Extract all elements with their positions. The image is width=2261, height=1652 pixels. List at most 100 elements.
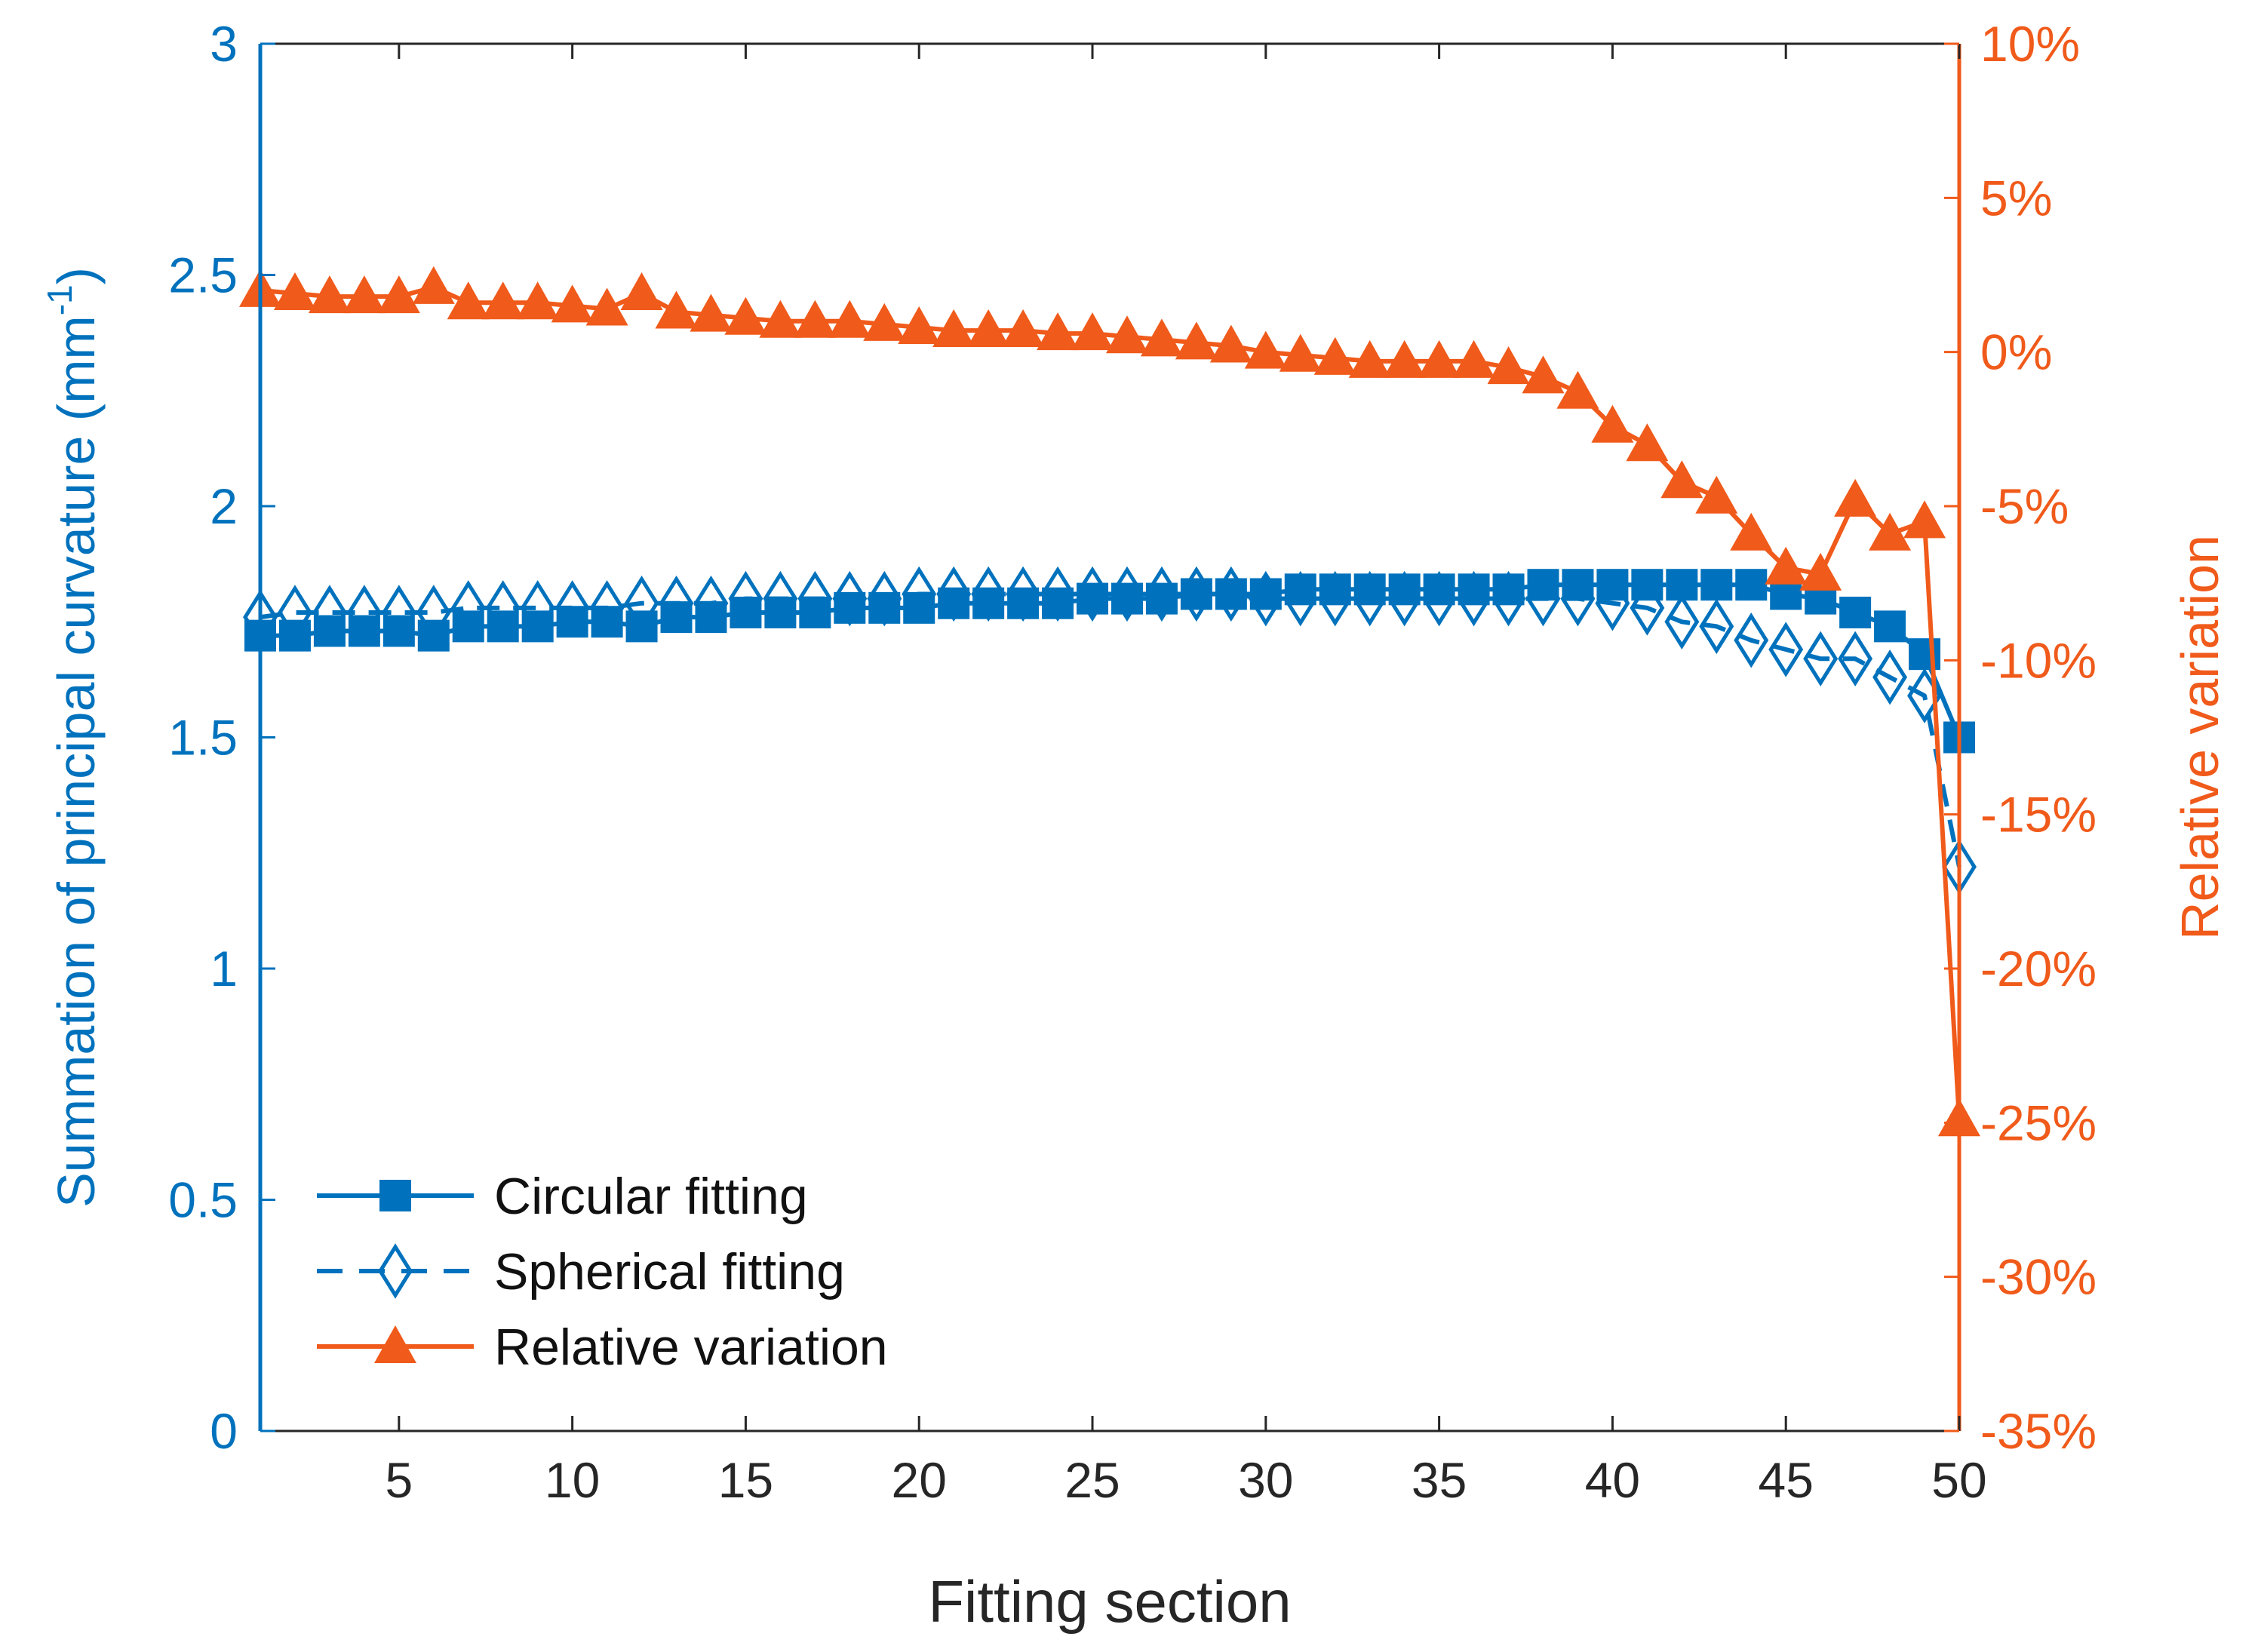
axes: 5 10 15 20 25 30 35 40 45 50 00.511.522.53 -35%-3… [168,16,2097,1508]
data-point [1735,569,1768,601]
data-point [1664,594,1700,649]
data-point [1418,339,1461,378]
data-point [416,585,451,640]
data-point [520,580,555,636]
y-left-tick-label: 0.5 [168,1172,238,1228]
legend: Circular fitting Spherical fitting Relativ… [317,1168,888,1376]
y-left-axis-label-main: Summation of principal curvature (mm [47,315,106,1208]
data-point [690,293,733,332]
data-point [1279,333,1322,372]
data-point [1313,336,1356,375]
plot-series [239,266,1980,1137]
data-point [1178,566,1214,622]
data-point [1352,570,1387,627]
y-right-tick-label: 5% [1980,170,2052,226]
data-point [585,287,628,326]
data-point [1110,566,1144,622]
data-point [273,272,316,311]
data-point [1071,312,1114,351]
y-left-ticks: 0 0.5 1 1.5 2 2.5 3 [168,16,275,1459]
y-left-axis-label: Summation of principal curvature (mm-1) [40,267,106,1208]
data-point [551,284,594,323]
data-point [1626,423,1669,462]
y-right-tick-label: -30% [1980,1249,2097,1305]
series-circular-fitting [244,569,1975,754]
x-ticks: 5 10 15 20 25 30 35 40 45 50 [385,44,1987,1508]
data-point [867,570,902,627]
data-point [485,580,521,636]
data-point [828,299,871,338]
data-point [1803,631,1839,687]
data-point [1317,570,1353,627]
data-point [971,566,1006,622]
x-tick-label: 20 [892,1452,947,1508]
x-tick-label: 25 [1064,1452,1120,1508]
data-point [1248,570,1283,627]
data-point [1660,460,1703,499]
data-point [624,576,659,631]
legend-label: Relative variation [494,1319,888,1376]
y-right-axis-label: Relative variation [2170,535,2229,940]
data-point [936,566,972,622]
data-point [447,281,490,320]
y-left-tick-label: 1.5 [168,710,238,766]
data-point [278,585,312,640]
data-point [516,281,559,320]
y-left-tick-label: 2.5 [168,247,238,303]
x-axis-label: Fitting section [928,1568,1291,1635]
data-point [554,580,590,636]
y-left-tick-label: 2 [210,478,238,534]
x-tick-label: 35 [1412,1452,1467,1508]
x-tick-label: 40 [1585,1452,1640,1508]
data-point [1522,355,1565,394]
y-left-tick-label: 1 [210,941,238,996]
data-point [1040,566,1076,622]
data-point [832,570,868,627]
y-right-tick-label: -10% [1980,632,2097,688]
data-point [346,585,382,640]
data-point [1348,339,1391,378]
data-point [1491,570,1526,627]
data-point [1869,512,1912,551]
data-point [724,296,767,335]
data-point [1421,570,1457,627]
data-point [1768,622,1804,677]
data-point [1834,478,1877,517]
legend-marker [374,1325,416,1363]
data-point [620,272,663,311]
x-tick-label: 50 [1931,1452,1986,1508]
data-point [1560,570,1596,627]
data-point [794,299,837,338]
x-tick-label: 30 [1238,1452,1293,1508]
data-point [863,302,906,341]
data-point [1175,321,1218,360]
y-left-axis-label-close: ) [47,267,106,284]
y-right-tick-label: -15% [1980,787,2097,843]
data-point [1838,631,1873,687]
data-point [1456,570,1491,627]
data-point [655,290,698,329]
data-point [1002,309,1045,348]
y-right-tick-label: -35% [1980,1403,2097,1459]
y-right-ticks: -35% -30% -25% -20% -15% -10% -5% 0% 5% 10% [1944,16,2097,1459]
x-tick-label: 15 [718,1452,773,1508]
data-point [1839,596,1872,628]
data-point [902,566,937,622]
data-point [1734,613,1769,668]
y-left-tick-label: 0 [210,1403,238,1459]
data-point [763,570,798,627]
y-right-tick-label: -25% [1980,1095,2097,1150]
data-point [1699,598,1734,655]
data-point [1556,370,1599,409]
series-relative-variation [239,266,1980,1137]
legend-marker [378,1243,413,1299]
y-right-tick-label: -5% [1980,478,2069,534]
x-tick-label: 10 [545,1452,600,1508]
data-point [659,576,694,631]
x-tick-label: 5 [385,1452,413,1508]
data-point [1700,569,1733,601]
data-point [797,570,833,627]
data-point [1695,475,1738,514]
data-point [1452,339,1495,378]
y-left-tick-label: 3 [210,16,238,72]
